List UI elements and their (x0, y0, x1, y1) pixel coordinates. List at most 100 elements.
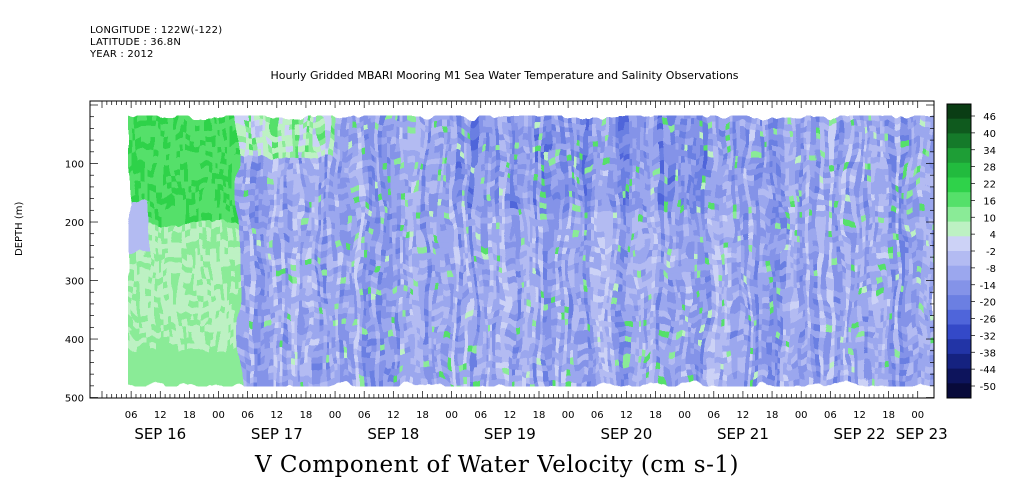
heat-cell (168, 289, 173, 297)
heat-cell (536, 217, 541, 225)
heat-cell (372, 157, 377, 165)
heat-cell (456, 187, 461, 195)
heat-cell (308, 337, 313, 345)
heat-cell (556, 283, 561, 291)
heat-cell (384, 115, 389, 123)
heat-cell (220, 235, 225, 243)
heat-cell (236, 331, 241, 339)
heat-cell (544, 151, 549, 159)
heat-cell (400, 193, 405, 201)
heat-cell (404, 265, 409, 273)
heat-cell (392, 373, 397, 381)
heat-cell (248, 121, 253, 129)
heat-cell (152, 139, 157, 147)
heat-cell (408, 133, 413, 141)
heat-cell (288, 127, 293, 135)
heat-cell (364, 379, 369, 387)
heat-cell (152, 337, 157, 345)
heat-cell (260, 157, 265, 165)
heat-cell (556, 133, 561, 141)
heat-cell (424, 211, 429, 219)
heat-cell (256, 325, 261, 333)
heat-cell (408, 265, 413, 273)
heat-cell (416, 271, 421, 279)
heat-cell (348, 289, 353, 297)
heat-cell (536, 319, 541, 327)
heat-cell (132, 355, 137, 363)
heat-cell (252, 283, 257, 291)
heat-cell (304, 373, 309, 381)
heat-cell (204, 373, 209, 381)
heat-cell (204, 265, 209, 273)
heat-cell (252, 337, 257, 345)
heat-cell (448, 349, 453, 357)
heat-cell (160, 295, 165, 303)
heat-cell (476, 169, 481, 177)
heat-cell (568, 355, 573, 363)
heat-cell (176, 301, 181, 309)
heat-cell (444, 175, 449, 183)
heat-cell (184, 133, 189, 141)
heat-cell (480, 247, 485, 255)
heat-cell (276, 355, 281, 363)
heat-cell (416, 343, 421, 351)
heat-cell (256, 181, 261, 189)
heat-cell (264, 163, 269, 171)
heat-cell (488, 373, 493, 381)
heat-cell (220, 193, 225, 201)
heat-cell (244, 277, 249, 285)
heat-cell (176, 307, 181, 315)
heat-cell (340, 247, 345, 255)
heat-cell (408, 151, 413, 159)
heat-cell (260, 121, 265, 129)
heat-cell (200, 223, 205, 231)
heat-cell (132, 325, 137, 333)
heat-cell (412, 253, 417, 261)
heat-cell (556, 331, 561, 339)
heat-cell (464, 127, 469, 135)
heat-cell (184, 313, 189, 321)
heat-cell (308, 121, 313, 129)
heat-cell (232, 133, 237, 141)
heat-cell (204, 229, 209, 237)
heat-cell (448, 163, 453, 171)
heat-cell (484, 265, 489, 273)
heat-cell (436, 313, 441, 321)
heat-cell (476, 349, 481, 357)
heat-cell (436, 253, 441, 261)
heat-cell (240, 211, 245, 219)
heat-cell (288, 289, 293, 297)
heat-cell (368, 313, 373, 321)
heat-cell (380, 259, 385, 267)
heat-cell (228, 151, 233, 159)
heat-cell (444, 361, 449, 369)
heat-cell (316, 271, 321, 279)
heat-cell (184, 199, 189, 207)
heat-cell (376, 319, 381, 327)
heat-cell (524, 349, 529, 357)
heat-cell (372, 379, 377, 387)
heat-cell (436, 349, 441, 357)
heat-cell (352, 301, 357, 309)
heat-cell (380, 355, 385, 363)
heat-cell (340, 193, 345, 201)
heat-cell (480, 127, 485, 135)
heat-cell (328, 145, 333, 153)
heat-cell (212, 283, 217, 291)
heat-cell (240, 325, 245, 333)
heat-cell (356, 169, 361, 177)
heat-cell (524, 259, 529, 267)
heat-cell (396, 373, 401, 381)
heat-cell (472, 139, 477, 147)
heat-cell (480, 175, 485, 183)
heat-cell (328, 115, 333, 123)
heat-cell (252, 121, 257, 129)
heat-cell (292, 163, 297, 171)
heat-cell (264, 343, 269, 351)
heat-cell (440, 265, 445, 273)
heat-cell (548, 193, 553, 201)
heat-cell (440, 355, 445, 363)
heat-cell (276, 313, 281, 321)
heat-cell (392, 163, 397, 171)
heat-cell (268, 223, 273, 231)
